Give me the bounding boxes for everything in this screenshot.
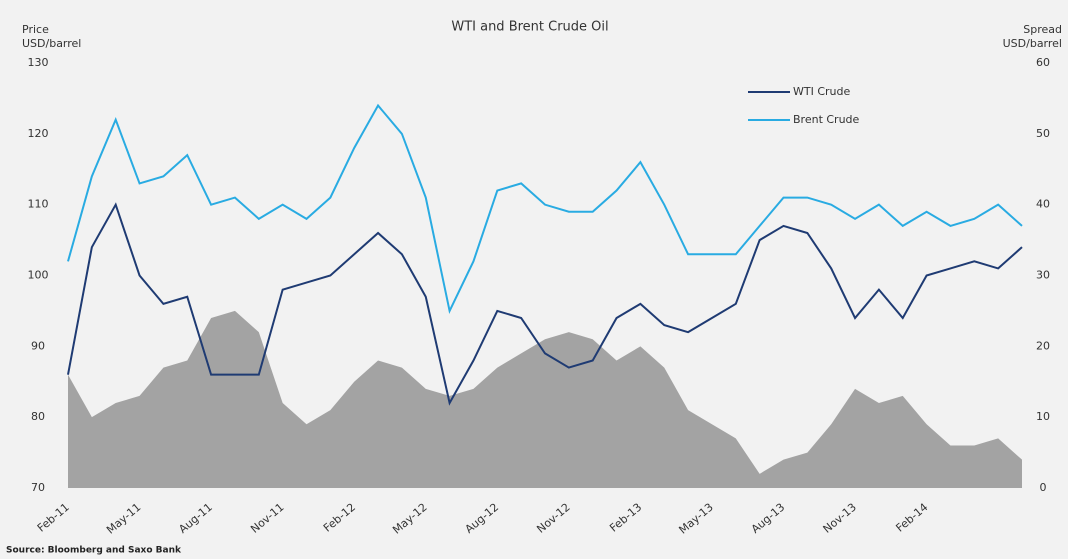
source: Source: Bloomberg and Saxo Bank: [6, 546, 182, 556]
chart-title: WTI and Brent Crude Oil: [451, 20, 608, 35]
y2-label: Spread: [1023, 23, 1062, 36]
y2-tick-label: 0: [1040, 481, 1047, 494]
y2-tick-label: 30: [1036, 269, 1050, 282]
y2-tick-label: 40: [1036, 198, 1050, 211]
y-tick-label: 70: [31, 481, 45, 494]
y2-tick-label: 20: [1036, 339, 1050, 352]
y2-tick-label: 60: [1036, 56, 1050, 69]
legend-label: WTI Crude: [793, 85, 850, 98]
y2-label: USD/barrel: [1003, 37, 1062, 50]
y2-tick-label: 10: [1036, 410, 1050, 423]
y-label: USD/barrel: [22, 37, 81, 50]
line: [67, 103, 1023, 314]
y-label: Price: [22, 23, 49, 36]
y-tick-label: 120: [28, 127, 49, 140]
line: [67, 202, 1023, 406]
y-tick-label: 130: [28, 56, 49, 69]
y2-tick-label: 50: [1036, 127, 1050, 140]
y-tick-label: 110: [28, 198, 49, 211]
y-tick-label: 100: [28, 269, 49, 282]
y-tick-label: 90: [31, 339, 45, 352]
legend-label: Brent Crude: [793, 113, 860, 126]
spread-area: [68, 310, 1022, 488]
y-tick-label: 80: [31, 410, 45, 423]
